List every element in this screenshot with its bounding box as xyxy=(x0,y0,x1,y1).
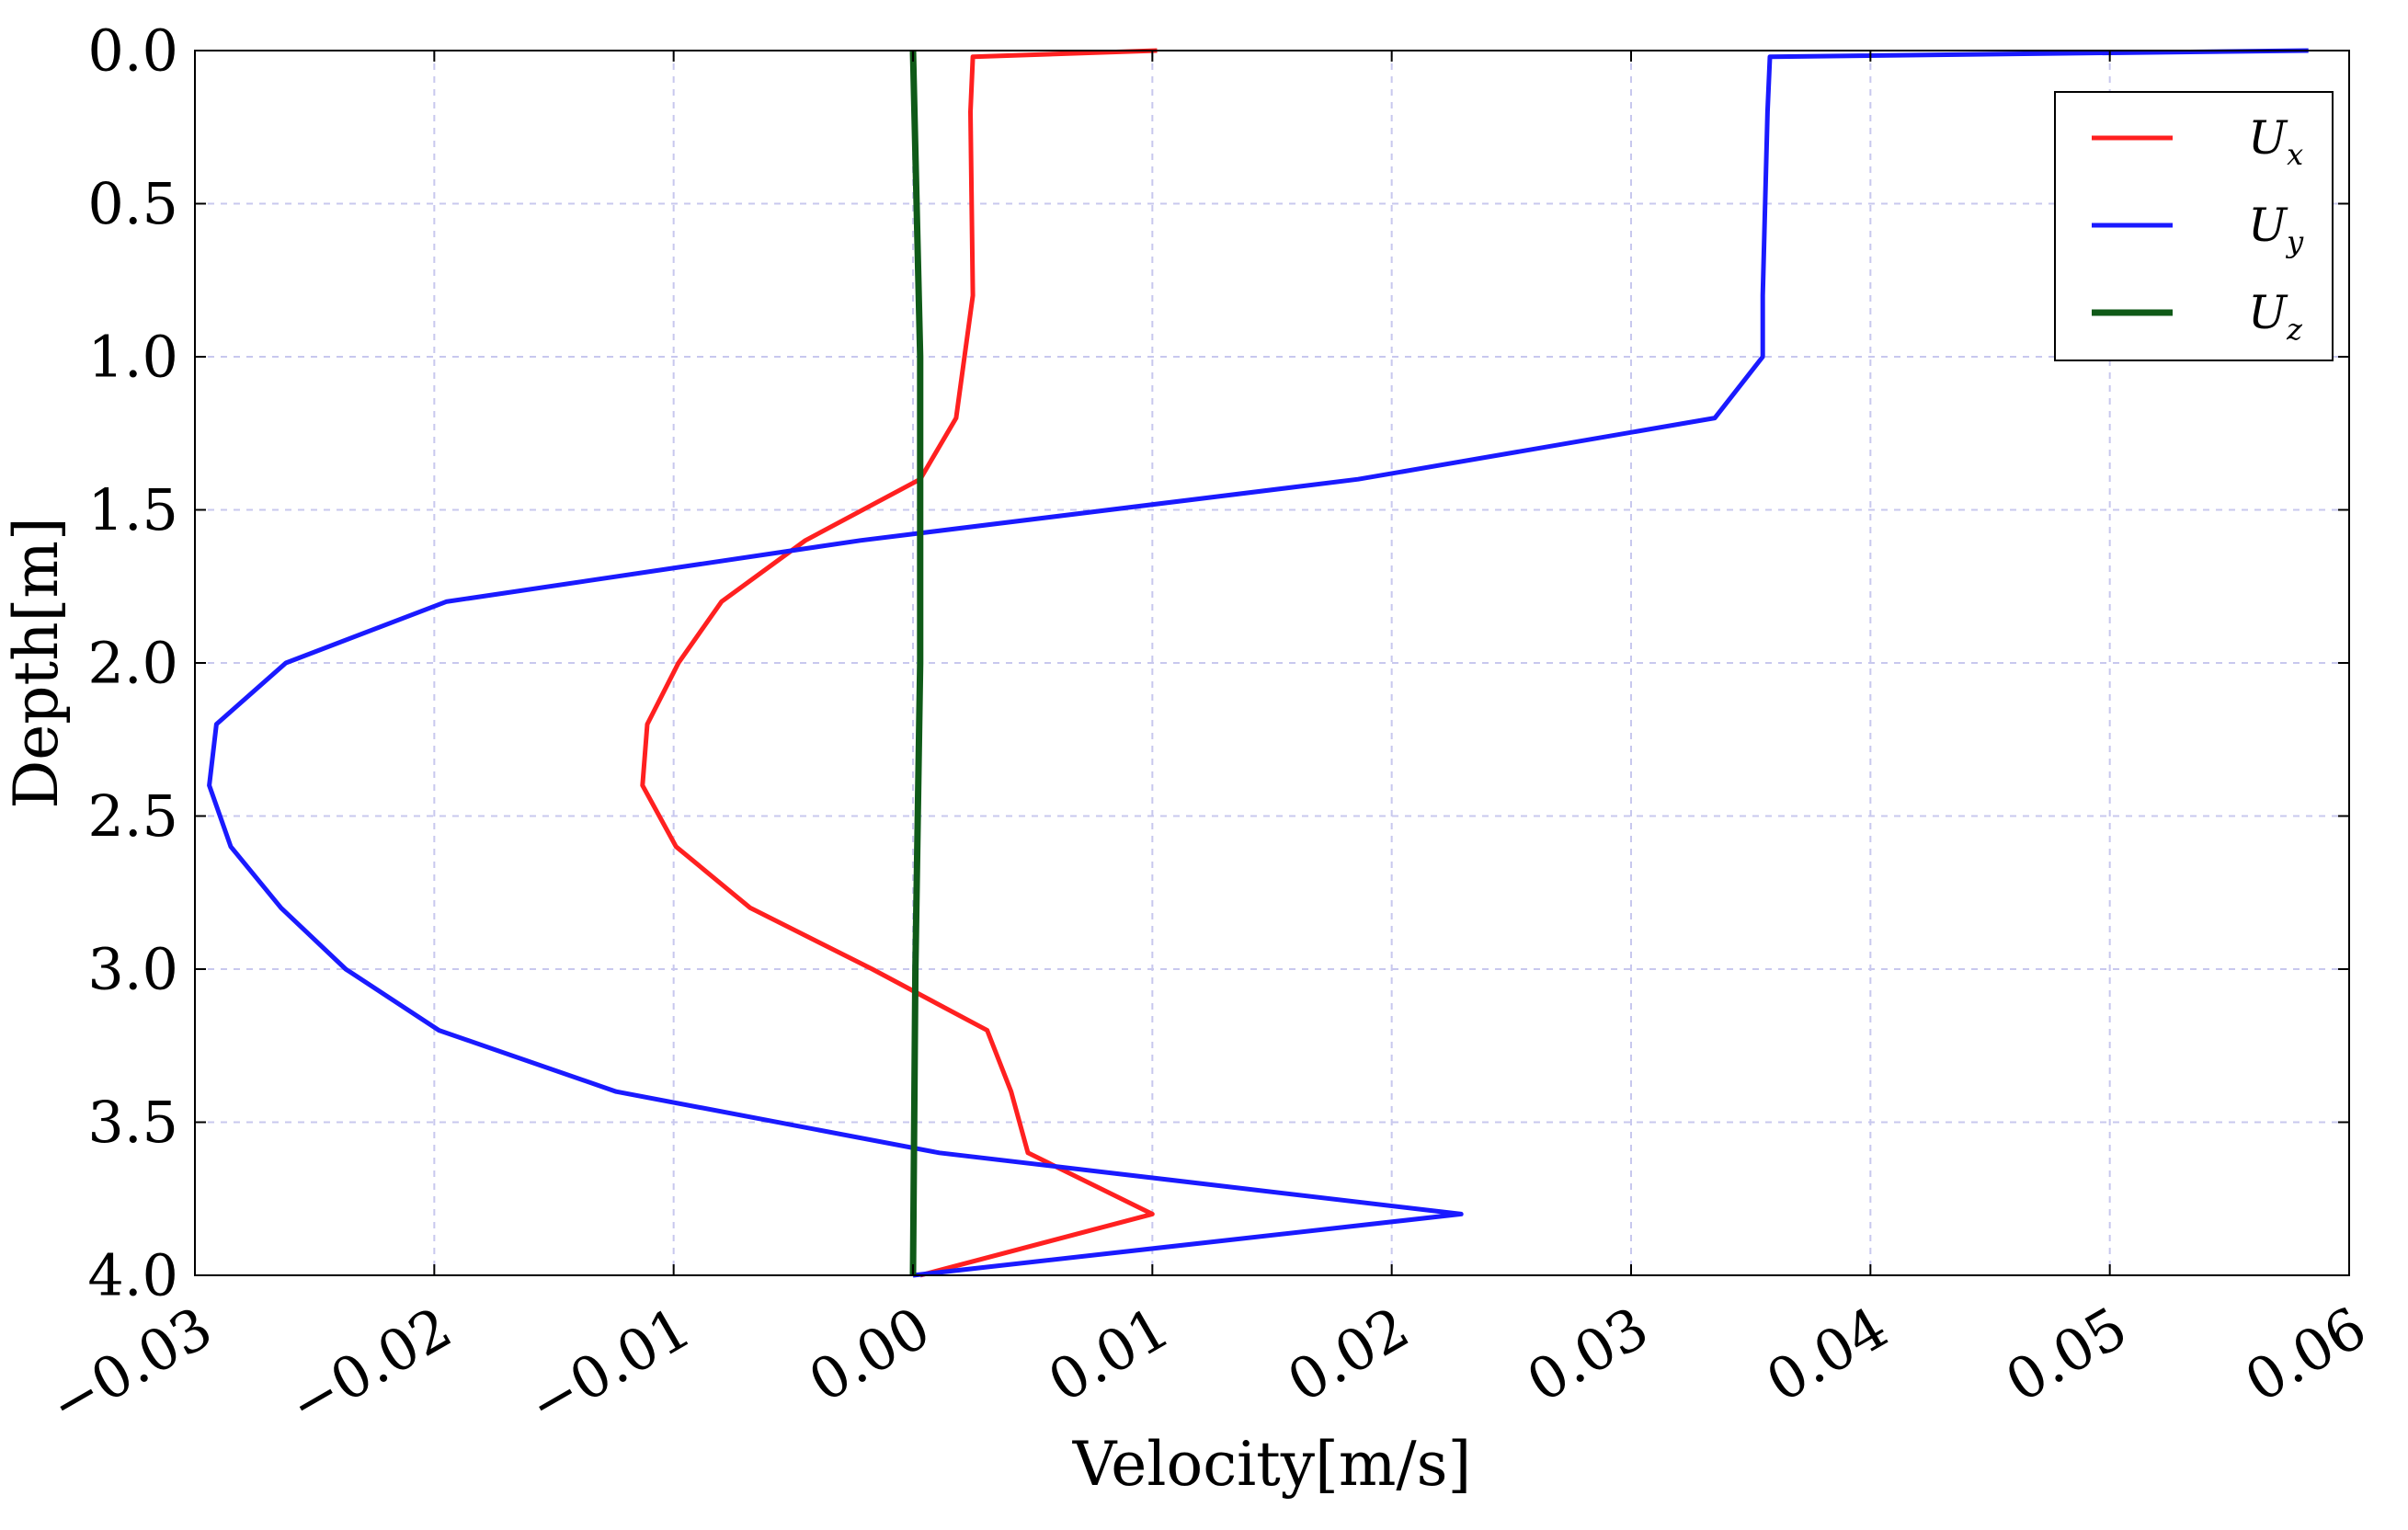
y-tick-label-4: 2.0 xyxy=(87,630,178,697)
series-line-z xyxy=(909,50,924,1276)
y-axis-label: Depth[m] xyxy=(1,517,72,808)
series-line-x xyxy=(640,48,1158,1278)
series-layer xyxy=(207,48,2309,1278)
y-tick-label-5: 2.5 xyxy=(87,782,178,850)
y-tick-label-7: 3.5 xyxy=(87,1089,178,1156)
series-line-y xyxy=(207,48,2309,1278)
y-tick-label-2: 1.0 xyxy=(87,324,178,391)
y-axis-ticks: 0.0 0.5 1.0 1.5 2.0 2.5 3.0 3.5 4.0 xyxy=(87,17,2349,1309)
y-tick-label-8: 4.0 xyxy=(87,1242,178,1309)
y-tick-label-6: 3.0 xyxy=(87,936,178,1003)
legend-label-x: Ux xyxy=(2248,111,2303,172)
legend-label-y: Uy xyxy=(2248,199,2304,259)
y-tick-label-0: 0.0 xyxy=(87,17,178,85)
legend: Ux Uy Uz xyxy=(2054,91,2334,361)
y-tick-label-1: 0.5 xyxy=(87,170,178,237)
x-axis-label: Velocity[m/s] xyxy=(1072,1429,1472,1500)
legend-label-z: Uz xyxy=(2248,286,2303,347)
y-tick-label-3: 1.5 xyxy=(87,476,178,543)
